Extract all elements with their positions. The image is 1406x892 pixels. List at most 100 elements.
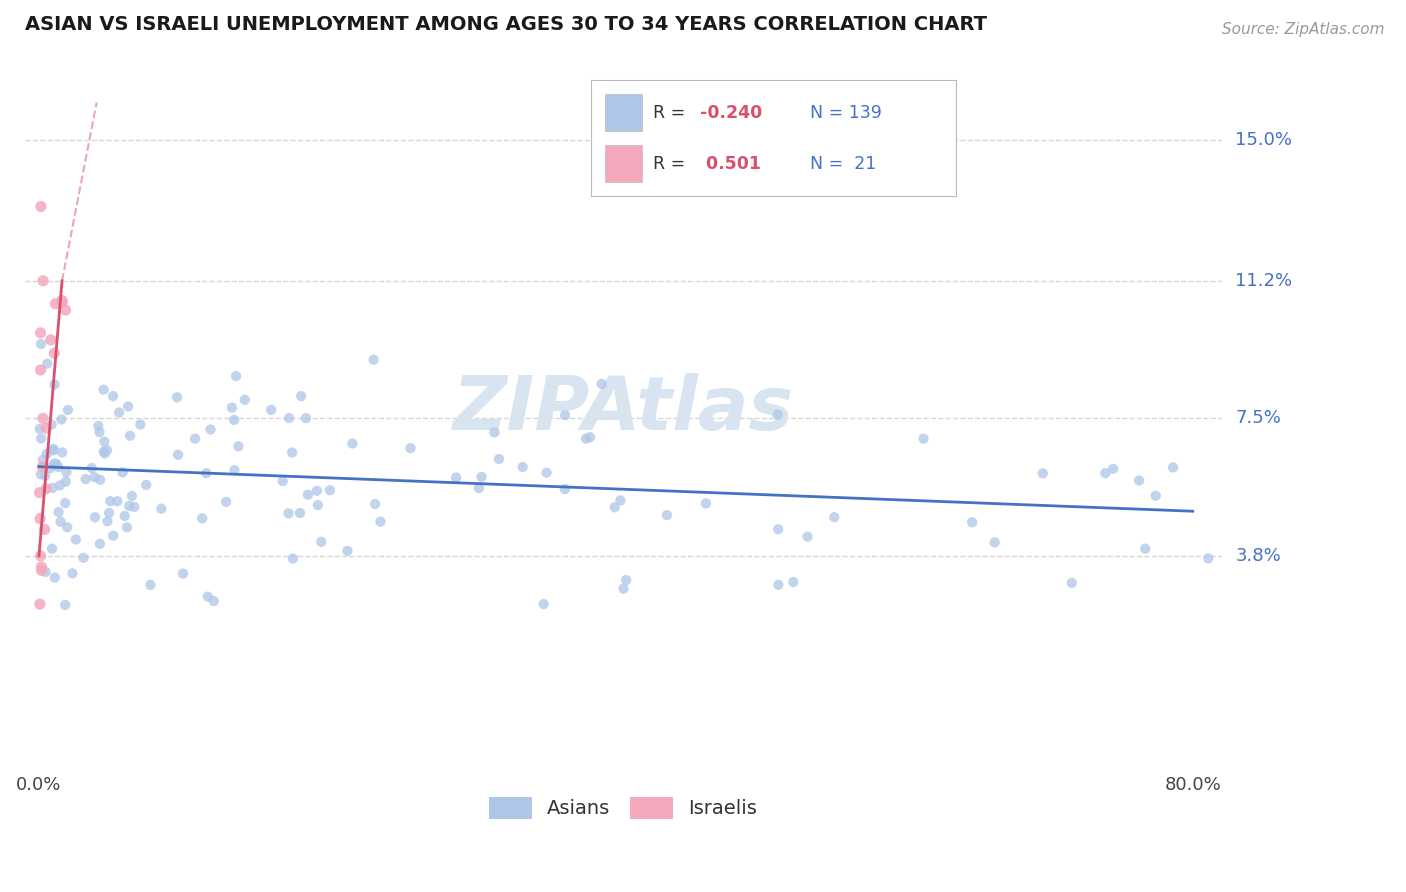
Point: [55, 303, 77, 318]
Point: [84, 510, 107, 524]
Point: [224, 463, 246, 477]
Text: ASIAN VS ISRAELI UNEMPLOYMENT AMONG AGES 30 TO 34 YEARS CORRELATION CHART: ASIAN VS ISRAELI UNEMPLOYMENT AMONG AGES…: [24, 15, 987, 34]
Point: [30, 363, 52, 377]
Point: [31, 453, 53, 467]
Point: [364, 497, 387, 511]
Point: [32, 274, 55, 288]
Point: [56, 520, 79, 534]
Point: [295, 411, 318, 425]
Point: [105, 494, 128, 508]
Point: [31, 459, 53, 474]
Point: [62, 566, 84, 581]
Text: 7.5%: 7.5%: [1236, 409, 1281, 427]
Point: [98, 494, 121, 508]
Text: N =  21: N = 21: [810, 155, 876, 173]
Point: [44, 346, 66, 360]
Point: [51, 293, 73, 308]
Point: [468, 481, 491, 495]
Point: [44, 377, 66, 392]
Point: [89, 425, 111, 439]
Point: [39, 333, 62, 347]
Point: [225, 369, 247, 384]
Point: [53, 598, 76, 612]
Point: [1102, 462, 1125, 476]
Point: [533, 597, 555, 611]
Point: [37, 357, 59, 371]
Point: [53, 496, 76, 510]
Point: [56, 403, 79, 417]
Point: [191, 511, 214, 525]
Point: [49, 515, 72, 529]
Point: [290, 389, 312, 403]
Point: [983, 535, 1005, 549]
Point: [215, 495, 238, 509]
Text: -0.240: -0.240: [700, 103, 762, 121]
Point: [912, 432, 935, 446]
Point: [51, 295, 73, 310]
Point: [114, 508, 136, 523]
Point: [305, 483, 328, 498]
Point: [34, 523, 56, 537]
Point: [120, 428, 142, 442]
Point: [101, 389, 124, 403]
Point: [41, 541, 63, 556]
Point: [65, 533, 87, 547]
Point: [184, 432, 207, 446]
FancyBboxPatch shape: [605, 145, 641, 182]
Point: [72, 550, 94, 565]
Point: [32, 411, 55, 425]
Point: [575, 432, 598, 446]
Point: [278, 411, 301, 425]
Text: ZIPAtlas: ZIPAtlas: [453, 373, 793, 445]
Point: [103, 528, 125, 542]
Point: [579, 430, 602, 444]
Point: [41, 481, 63, 495]
Point: [115, 520, 138, 534]
Point: [118, 499, 141, 513]
Point: [96, 514, 118, 528]
Point: [87, 419, 110, 434]
Point: [1197, 551, 1219, 566]
Point: [695, 496, 717, 510]
Point: [1161, 460, 1184, 475]
Point: [75, 472, 97, 486]
Point: [139, 578, 162, 592]
Point: [46, 460, 69, 475]
Text: N = 139: N = 139: [810, 103, 882, 121]
Point: [55, 465, 77, 479]
Point: [124, 500, 146, 514]
Point: [34, 468, 56, 483]
Point: [30, 326, 52, 340]
Text: 0.501: 0.501: [700, 155, 761, 173]
Point: [96, 443, 118, 458]
Point: [512, 460, 534, 475]
Point: [288, 506, 311, 520]
Point: [471, 470, 494, 484]
Point: [35, 447, 58, 461]
Point: [297, 488, 319, 502]
Point: [28, 422, 51, 436]
Point: [172, 566, 194, 581]
Point: [271, 474, 294, 488]
Point: [135, 478, 157, 492]
Point: [166, 390, 188, 404]
Point: [311, 534, 333, 549]
Point: [167, 448, 190, 462]
Point: [612, 582, 634, 596]
Point: [28, 511, 51, 525]
Point: [197, 590, 219, 604]
Point: [28, 597, 51, 611]
Point: [768, 578, 790, 592]
Point: [49, 478, 72, 492]
Point: [39, 461, 62, 475]
Point: [89, 473, 111, 487]
Point: [150, 501, 173, 516]
Text: 15.0%: 15.0%: [1236, 130, 1292, 149]
Point: [111, 466, 134, 480]
Point: [51, 412, 73, 426]
Point: [554, 482, 576, 496]
Point: [399, 441, 422, 455]
Point: [1144, 489, 1167, 503]
Point: [782, 574, 804, 589]
Point: [603, 500, 626, 515]
